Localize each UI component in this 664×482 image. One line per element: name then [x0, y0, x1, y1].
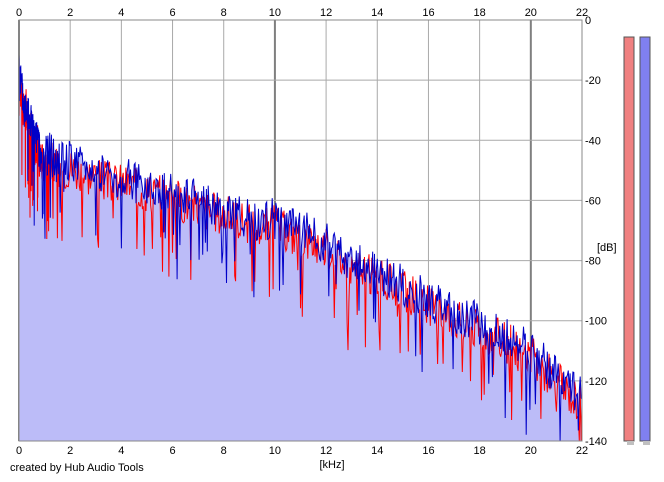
x-tick-bottom-8: 8 [221, 445, 227, 457]
x-axis-unit-label: [kHz] [319, 459, 344, 471]
left-channel-meter [623, 36, 635, 442]
x-tick-bottom-4: 4 [118, 445, 124, 457]
x-tick-top-4: 4 [118, 7, 124, 19]
right-channel-meter-shadow [643, 441, 650, 445]
y-tick--120: -120 [585, 376, 607, 388]
y-tick--60: -60 [585, 195, 601, 207]
credit-text: created by Hub Audio Tools [10, 462, 144, 474]
x-tick-top-0: 0 [16, 7, 22, 19]
x-tick-bottom-14: 14 [371, 445, 383, 457]
x-tick-bottom-10: 10 [269, 445, 281, 457]
y-tick--80: -80 [585, 256, 601, 268]
x-tick-bottom-18: 18 [474, 445, 486, 457]
x-tick-top-20: 20 [525, 7, 537, 19]
x-tick-top-14: 14 [371, 7, 383, 19]
y-tick-0: 0 [585, 15, 591, 27]
x-tick-top-6: 6 [169, 7, 175, 19]
x-tick-top-12: 12 [320, 7, 332, 19]
x-tick-bottom-20: 20 [525, 445, 537, 457]
x-tick-bottom-16: 16 [422, 445, 434, 457]
x-tick-bottom-12: 12 [320, 445, 332, 457]
x-tick-top-16: 16 [422, 7, 434, 19]
tick-labels: 002244668810101212141416161818202022220-… [16, 7, 607, 457]
x-tick-bottom-22: 22 [576, 445, 588, 457]
x-tick-top-22: 22 [576, 7, 588, 19]
level-meters [623, 36, 651, 445]
x-tick-bottom-6: 6 [169, 445, 175, 457]
y-tick--20: -20 [585, 75, 601, 87]
series-line-right-channel [18, 54, 583, 442]
plot-lines [18, 54, 583, 442]
right-channel-meter [639, 36, 651, 442]
left-channel-meter-shadow [627, 441, 634, 445]
x-tick-top-2: 2 [67, 7, 73, 19]
y-tick--140: -140 [585, 436, 607, 448]
x-tick-top-18: 18 [474, 7, 486, 19]
x-tick-top-10: 10 [269, 7, 281, 19]
y-axis-unit-label: [dB] [597, 242, 617, 254]
x-tick-bottom-2: 2 [67, 445, 73, 457]
y-tick--40: -40 [585, 135, 601, 147]
spectrum-fill-area [19, 54, 582, 441]
x-tick-bottom-0: 0 [16, 445, 22, 457]
plot-frame [18, 19, 583, 442]
y-tick--100: -100 [585, 316, 607, 328]
x-tick-top-8: 8 [221, 7, 227, 19]
